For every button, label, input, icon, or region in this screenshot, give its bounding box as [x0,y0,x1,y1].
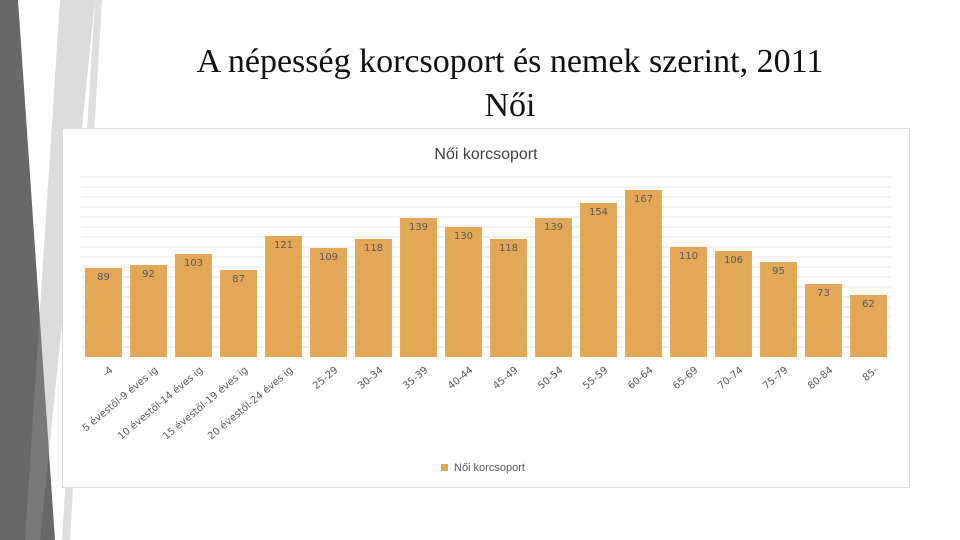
category-label: 15 évestől-19 éves ig [160,364,250,442]
value-label: 73 [817,288,830,299]
bar [580,203,617,357]
value-label: 110 [679,251,698,262]
category-label: 30-34 [356,365,385,392]
category-label: 45-49 [491,365,520,392]
bar [130,265,167,357]
legend: Női korcsoport [441,462,525,474]
category-label: 40-44 [446,365,475,392]
decor-stripe-dark [0,0,55,540]
bar [355,239,392,357]
slide-title-line2: Női [484,87,536,124]
value-label: 130 [454,231,473,242]
bar [670,247,707,357]
value-label: 154 [589,207,608,218]
category-label: 75-79 [761,365,790,392]
bar-chart: Női korcsoport 89 92 103 87 121 109 118 139 130 1… [80,146,891,474]
category-label: 20 évestől-24 éves ig [205,364,295,442]
value-label: 167 [634,194,653,205]
value-label: 87 [232,274,245,285]
bar [85,268,122,357]
bar [265,236,302,357]
category-label: 25-29 [311,365,340,392]
bar [850,295,887,357]
bar [805,284,842,357]
bar [445,227,482,357]
category-label: 10 évestől-14 éves ig [115,364,205,442]
bar [760,262,797,357]
bar [715,251,752,357]
chart-container: Női korcsoport 89 92 103 87 121 109 118 139 130 1… [62,128,910,488]
value-label: 103 [184,258,203,269]
category-label: 50-54 [536,365,565,392]
value-label: 92 [142,269,155,280]
category-label: 60-64 [626,365,655,392]
bar [310,248,347,357]
gridlines [81,176,891,348]
bar [535,218,572,357]
bar [400,218,437,357]
value-label: 139 [409,222,428,233]
value-label: 139 [544,222,563,233]
chart-title: Női korcsoport [434,146,538,163]
category-label: 65-69 [671,365,700,392]
bars [85,190,887,357]
category-label: 85- [861,365,881,384]
bar [490,239,527,357]
category-label: 70-74 [716,365,745,392]
value-label: 118 [499,243,518,254]
category-label: 35-39 [401,365,430,392]
slide-title-line1: A népesség korcsoport és nemek szerint, … [196,43,824,80]
legend-label: Női korcsoport [454,462,525,474]
legend-swatch [441,464,448,471]
value-label: 121 [274,240,293,251]
value-label: 62 [862,299,875,310]
value-label: 89 [97,272,110,283]
bar [175,254,212,357]
category-label: 5 évestől-9 éves ig [80,364,160,434]
value-labels: 89 92 103 87 121 109 118 139 130 118 139 154 167 110 1… [97,194,875,310]
value-label: 95 [772,266,785,277]
value-label: 106 [724,255,743,266]
slide-title: A népesség korcsoport és nemek szerint, … [130,40,890,128]
bar [220,270,257,357]
category-label: 55-59 [581,365,610,392]
category-label: -4 [101,365,116,380]
category-label: 80-84 [806,365,835,392]
bar [625,190,662,357]
value-label: 118 [364,243,383,254]
value-label: 109 [319,252,338,263]
